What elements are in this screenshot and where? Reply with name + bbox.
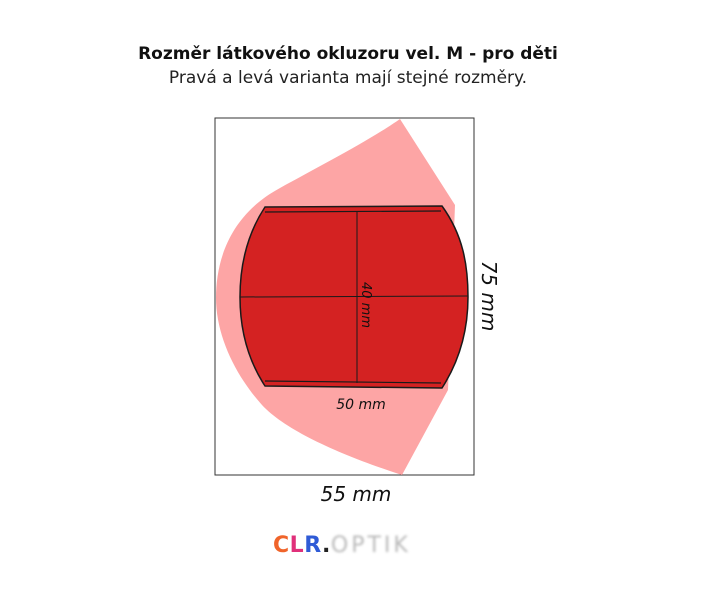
- inner-width-label: 50 mm: [336, 397, 386, 413]
- logo-letter-l: L: [289, 533, 305, 558]
- bounding-frame: [214, 117, 475, 476]
- inner-top-edge: [264, 210, 442, 213]
- inner-bottom-edge: [264, 380, 442, 384]
- inner-height-label: 40 mm: [358, 282, 373, 328]
- logo-letter-c: C: [273, 533, 290, 558]
- logo-suffix: OPTIK: [330, 533, 411, 558]
- logo-letter-r: R: [304, 533, 323, 558]
- logo-dot: .: [322, 533, 331, 558]
- horizontal-measure-line: [239, 295, 469, 298]
- diagram-title: Rozměr látkového okluzoru vel. M - pro d…: [138, 44, 558, 64]
- diagram-subtitle: Pravá a levá varianta mají stejné rozměr…: [168, 68, 528, 88]
- clr-optik-logo: CLR.OPTIK: [273, 533, 411, 563]
- outer-height-label: 75 mm: [477, 261, 501, 332]
- outer-width-label: 55 mm: [321, 482, 392, 506]
